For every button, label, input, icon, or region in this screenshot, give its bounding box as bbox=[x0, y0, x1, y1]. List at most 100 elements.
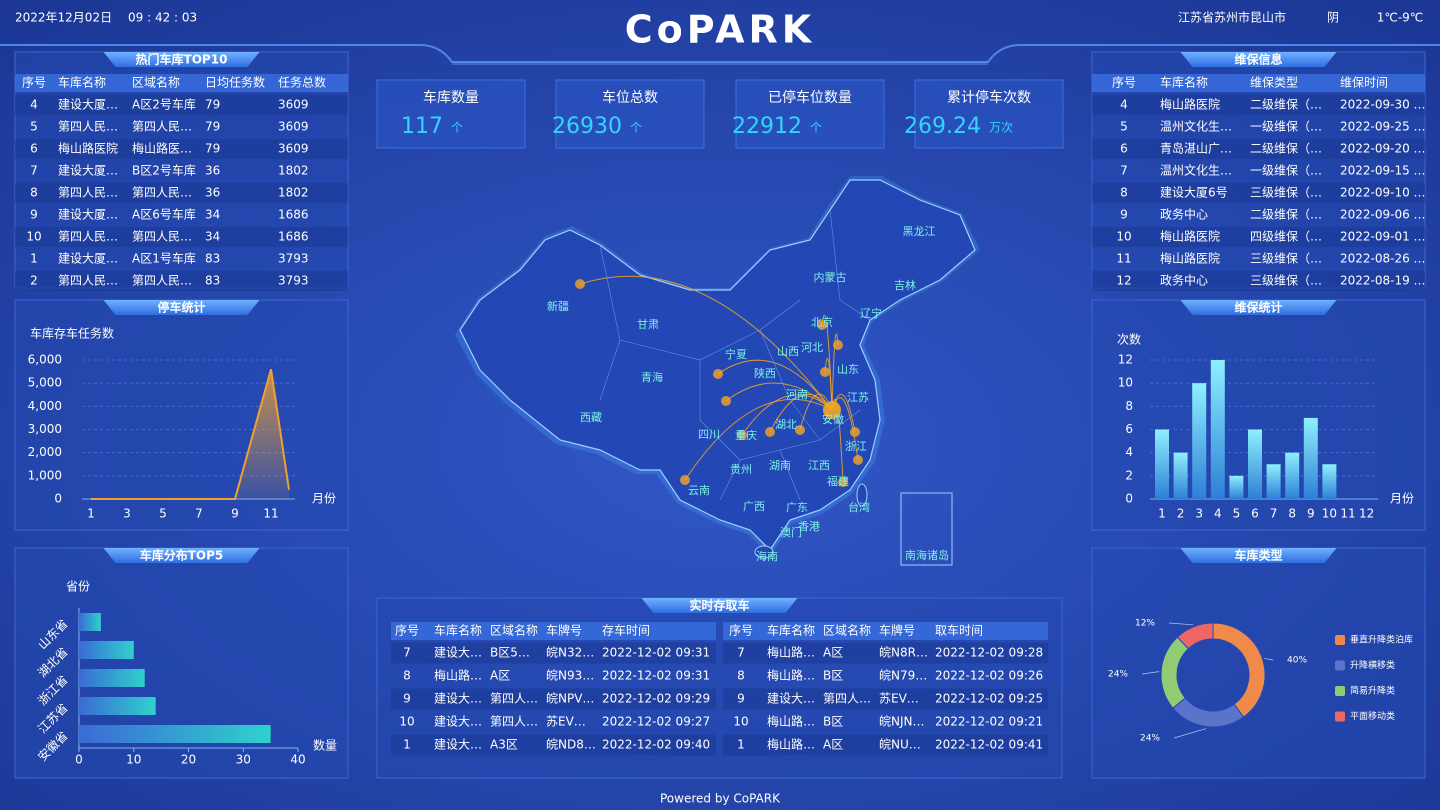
province-label: 河南 bbox=[786, 388, 808, 401]
table-header bbox=[1092, 74, 1425, 92]
table-cell: B区 bbox=[823, 715, 843, 729]
x-tick-label: 20 bbox=[181, 753, 196, 767]
table-cell: 8 bbox=[403, 669, 411, 683]
column-header: 序号 bbox=[395, 623, 419, 638]
table-cell: 2022-12-02 09:25 bbox=[935, 692, 1043, 706]
table-cell: 10 bbox=[1116, 230, 1131, 244]
table-cell: 2022-12-02 09:27 bbox=[602, 715, 710, 729]
legend-swatch bbox=[1335, 635, 1345, 645]
x-tick-label: 10 bbox=[126, 753, 141, 767]
x-tick-label: 10 bbox=[1322, 507, 1337, 521]
table-cell: 6 bbox=[30, 142, 38, 156]
table-cell: 第四人… bbox=[823, 692, 871, 706]
stat-value: 117 bbox=[401, 114, 443, 139]
y-axis-title: 车库存车任务数 bbox=[30, 326, 114, 341]
table-cell: 第四人民… bbox=[58, 120, 118, 134]
table-cell: 9 bbox=[403, 692, 411, 706]
table-cell: B区2号车库 bbox=[132, 163, 196, 178]
area bbox=[91, 369, 289, 499]
y-axis-title: 省份 bbox=[66, 580, 90, 594]
table-cell: 第四人民… bbox=[132, 120, 192, 134]
table-cell: 皖ND8… bbox=[546, 738, 596, 752]
y-tick-label: 4 bbox=[1125, 445, 1133, 459]
y-tick-label: 6 bbox=[1125, 422, 1133, 436]
province-label: 香港 bbox=[798, 520, 820, 533]
y-tick-label: 1,000 bbox=[28, 468, 62, 482]
bar bbox=[1266, 464, 1281, 499]
table-cell: 1 bbox=[403, 738, 411, 752]
legend-label: 升降横移类 bbox=[1350, 659, 1395, 671]
table-cell: 34 bbox=[205, 208, 220, 222]
stat-label: 已停车位数量 bbox=[768, 89, 852, 106]
panel bbox=[14, 299, 349, 531]
table-cell: 83 bbox=[205, 252, 220, 266]
table-cell: A3区 bbox=[490, 738, 518, 752]
province-borders bbox=[599, 209, 871, 501]
province-label: 台湾 bbox=[848, 500, 870, 514]
footer: Powered by CoPARK bbox=[660, 792, 781, 806]
y-tick-label: 4,000 bbox=[28, 399, 62, 413]
panel-title: 车库分布TOP5 bbox=[140, 548, 224, 563]
table-row bbox=[723, 642, 1048, 664]
table-cell: 2022-09-10 … bbox=[1340, 186, 1426, 200]
table-cell: 三级维保（… bbox=[1250, 274, 1322, 288]
bar bbox=[79, 613, 101, 631]
legend-swatch bbox=[1335, 686, 1345, 696]
province-label: 山西 bbox=[777, 345, 799, 358]
table-cell: 1802 bbox=[278, 186, 309, 200]
table-cell: 皖NJN… bbox=[879, 715, 925, 729]
location-dot bbox=[713, 369, 723, 379]
table-cell: 建设大… bbox=[767, 692, 815, 706]
table-cell: 2022-12-02 09:28 bbox=[935, 646, 1043, 660]
location-dot bbox=[817, 320, 827, 330]
province-label: 黑龙江 bbox=[903, 225, 936, 238]
x-tick-label: 12 bbox=[1359, 507, 1374, 521]
table-cell: 三级维保（… bbox=[1250, 252, 1322, 266]
column-header: 区域名称 bbox=[132, 75, 180, 90]
column-header: 存车时间 bbox=[602, 623, 650, 638]
panel-title: 热门车库TOP10 bbox=[136, 52, 228, 67]
location-dot bbox=[838, 477, 848, 487]
table-cell: 7 bbox=[403, 646, 411, 660]
table-cell: 皖N93… bbox=[546, 669, 594, 683]
x-tick-label: 9 bbox=[1307, 507, 1315, 521]
table-cell: 2022-12-02 09:26 bbox=[935, 669, 1043, 683]
bar bbox=[79, 725, 271, 743]
x-tick-label: 5 bbox=[1233, 507, 1241, 521]
table-cell: A区 bbox=[490, 669, 510, 683]
table-cell: A区 bbox=[823, 646, 843, 660]
column-header: 车牌号 bbox=[546, 623, 582, 638]
table-row bbox=[15, 227, 348, 247]
table-cell: 三级维保（… bbox=[1250, 186, 1322, 200]
province-label: 辽宁 bbox=[860, 306, 882, 320]
table-cell: 6 bbox=[1120, 142, 1128, 156]
table-cell: B区 bbox=[823, 669, 843, 683]
table-cell: 2022-12-02 09:40 bbox=[602, 738, 710, 752]
province-label: 四川 bbox=[698, 428, 720, 441]
flow-line bbox=[579, 275, 833, 411]
flow-line bbox=[769, 393, 833, 433]
table-cell: 2022-09-01 … bbox=[1340, 230, 1426, 244]
table-cell: 8 bbox=[30, 186, 38, 200]
data-label: 40% bbox=[1287, 656, 1307, 666]
table-cell: 3609 bbox=[278, 120, 309, 134]
location-dot bbox=[850, 427, 860, 437]
legend-swatch bbox=[1335, 711, 1345, 722]
x-tick-label: 4 bbox=[1214, 507, 1222, 521]
table-cell: 建设大厦… bbox=[58, 98, 118, 112]
data-label: 24% bbox=[1140, 734, 1160, 744]
province-label: 北京 bbox=[811, 315, 833, 329]
province-label: 吉林 bbox=[894, 278, 916, 292]
column-header: 区域名称 bbox=[490, 623, 538, 638]
province-label: 贵州 bbox=[730, 463, 752, 476]
table-cell: 苏EV… bbox=[879, 692, 919, 706]
table-cell: 10 bbox=[26, 230, 41, 244]
y-tick-label: 12 bbox=[1118, 353, 1133, 367]
stat-label: 车库数量 bbox=[423, 89, 479, 106]
table-cell: 4 bbox=[1120, 98, 1128, 112]
table-cell: 青岛湛山广… bbox=[1160, 141, 1232, 156]
table-cell: 1686 bbox=[278, 230, 309, 244]
leader-line bbox=[1168, 622, 1194, 626]
